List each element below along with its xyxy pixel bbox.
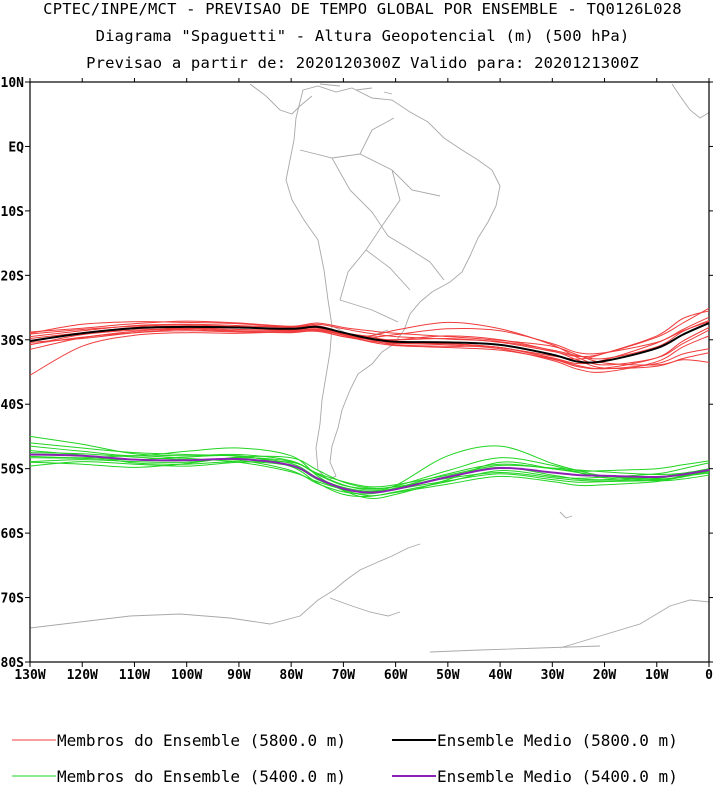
y-tick-label: 50S <box>1 463 25 478</box>
member-line-5400 <box>30 455 709 489</box>
series-lines <box>30 307 709 499</box>
central-america-coastline <box>249 83 313 115</box>
x-tick-label: 60W <box>384 668 408 683</box>
y-tick-label: 70S <box>1 592 25 607</box>
plot-frame <box>29 81 710 663</box>
x-tick-label: 110W <box>119 668 150 683</box>
y-tick-label: EQ <box>8 140 24 155</box>
chart-title-line3: Previsao a partir de: 2020120300Z Valido… <box>86 54 639 72</box>
country-borders <box>299 117 445 341</box>
axes: 130W 120W 110W 100W 90W 80W 70W 60W 50W 40W 30W 20W… <box>1 76 714 683</box>
legend: Membros do Ensemble (5800.0 m) Ensemble M… <box>12 731 678 786</box>
mean-line-5400 <box>30 453 709 494</box>
y-tick-label: 80S <box>1 656 25 671</box>
x-tick-label: 20W <box>593 668 617 683</box>
x-tick-label: 30W <box>541 668 565 683</box>
x-tick-label: 70W <box>332 668 356 683</box>
y-tick-label: 10N <box>1 76 25 91</box>
plot-border <box>29 81 710 663</box>
x-tick-label: 10W <box>645 668 669 683</box>
x-tick-label: 90W <box>227 668 251 683</box>
x-tick-label: 100W <box>171 668 202 683</box>
legend-label: Ensemble Medio (5800.0 m) <box>437 731 678 750</box>
member-line-5800 <box>30 310 709 360</box>
legend-label: Membros do Ensemble (5400.0 m) <box>57 767 346 786</box>
y-tick-label: 10S <box>1 205 25 220</box>
south-america-coastline <box>285 85 501 481</box>
y-tick-label: 60S <box>1 527 25 542</box>
coastline-map <box>30 83 709 653</box>
chart-title-line1: CPTEC/INPE/MCT - PREVISAO DE TEMPO GLOBA… <box>43 0 682 18</box>
y-tick-label: 40S <box>1 398 25 413</box>
x-tick-label: 120W <box>67 668 98 683</box>
y-tick-label: 30S <box>1 334 25 349</box>
x-tick-label: 50W <box>436 668 460 683</box>
africa-coastline <box>671 83 709 119</box>
x-tick-label: 130W <box>14 668 45 683</box>
member-line-5800 <box>30 316 709 365</box>
x-tick-label: 80W <box>279 668 303 683</box>
antarctica-coastline <box>30 543 709 653</box>
member-line-5800 <box>30 321 709 366</box>
x-tick-label: 0 <box>705 668 713 683</box>
caribbean-islands <box>319 83 393 95</box>
member-line-5800 <box>30 320 709 366</box>
chart-title-line2: Diagrama "Spaguetti" - Altura Geopotenci… <box>95 27 630 45</box>
legend-label: Membros do Ensemble (5800.0 m) <box>57 731 346 750</box>
member-line-5800 <box>30 319 709 360</box>
south-georgia <box>559 511 573 519</box>
y-tick-label: 20S <box>1 269 25 284</box>
member-line-5400 <box>30 460 709 488</box>
x-tick-label: 40W <box>488 668 512 683</box>
mean-line-5800 <box>30 322 709 364</box>
legend-label: Ensemble Medio (5400.0 m) <box>437 767 678 786</box>
